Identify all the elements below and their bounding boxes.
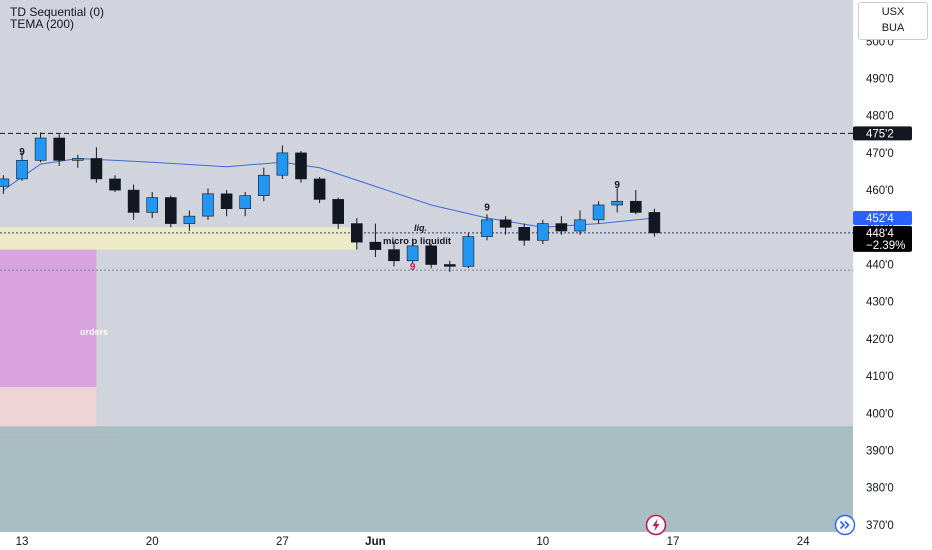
micro-liquidity-label: micro p liquidit [383, 236, 452, 247]
currency-unit-selector[interactable]: USX BUA [858, 2, 928, 40]
tema-price-badge [853, 211, 912, 225]
y-tick-label: 460'0 [866, 185, 894, 197]
candle-body[interactable] [518, 227, 531, 241]
candle-body[interactable] [499, 219, 512, 228]
candle-body[interactable] [165, 197, 177, 224]
candle-body[interactable] [369, 241, 382, 250]
candle-body[interactable] [313, 178, 326, 200]
candle-body[interactable] [555, 223, 568, 232]
last-price-badge-text: 448'4 [866, 228, 894, 240]
candle-body[interactable] [34, 137, 47, 161]
x-tick-label: Jun [365, 536, 385, 548]
y-tick-label: 430'0 [866, 297, 894, 309]
y-tick-label: 410'0 [866, 371, 894, 383]
candle-body[interactable] [183, 215, 196, 224]
micro-zone [0, 227, 357, 250]
resistance-price-badge-text: 475'2 [866, 128, 894, 140]
td-count-label: 9 [19, 147, 25, 158]
candle-body[interactable] [462, 236, 475, 267]
y-tick-label: 440'0 [866, 260, 894, 272]
candle-body[interactable] [202, 193, 214, 217]
candle-body[interactable] [388, 249, 400, 262]
y-tick-label: 400'0 [866, 408, 894, 420]
candle-body[interactable] [481, 219, 493, 237]
x-tick-label: 27 [276, 536, 289, 548]
y-tick-label: 420'0 [866, 334, 894, 346]
y-tick-label: 380'0 [866, 483, 894, 495]
td-count-label: 9 [614, 180, 620, 191]
indicator-tema[interactable]: TEMA (200) [10, 17, 75, 31]
candle-body[interactable] [406, 245, 419, 262]
last-price-badge-text: −2.39% [866, 240, 905, 252]
candle-body[interactable] [109, 178, 121, 191]
candle-body[interactable] [611, 200, 624, 206]
candle-body[interactable] [239, 195, 251, 209]
td-count-label: 9 [484, 203, 490, 214]
x-tick-label: 13 [16, 536, 29, 548]
candle-body[interactable] [574, 219, 586, 232]
x-tick-label: 20 [146, 536, 159, 548]
demand-zone-light [0, 387, 97, 432]
candle-body[interactable] [425, 245, 438, 265]
orders-zone [0, 249, 97, 388]
candle-body[interactable] [146, 197, 158, 213]
candle-body[interactable] [648, 212, 661, 234]
candle-body[interactable] [629, 200, 642, 213]
tema-price-badge-text: 452'4 [866, 213, 894, 225]
liq-label: liq. [414, 223, 427, 233]
y-tick-label: 390'0 [866, 446, 894, 458]
currency-line-2: BUA [881, 22, 905, 34]
y-tick-label: 490'0 [866, 74, 894, 86]
candle-body[interactable] [72, 158, 84, 161]
x-tick-label: 17 [667, 536, 680, 548]
candle-body[interactable] [536, 223, 549, 241]
candle-body[interactable] [295, 152, 307, 180]
candle-body[interactable] [350, 223, 363, 243]
candle-body[interactable] [127, 189, 140, 213]
candle-body[interactable] [90, 158, 103, 180]
lower-zone [0, 426, 853, 532]
orders-zone-label: orders [80, 327, 108, 337]
indicator-td-sequential[interactable]: TD Sequential (0) [10, 5, 105, 19]
candle-body[interactable] [16, 160, 28, 180]
time-axis[interactable] [0, 532, 853, 550]
flash-icon[interactable] [644, 513, 668, 537]
x-tick-label: 10 [536, 536, 549, 548]
currency-line-1: USX [881, 6, 905, 18]
candle-body[interactable] [220, 193, 233, 210]
y-tick-label: 470'0 [866, 148, 894, 160]
candle-body[interactable] [257, 174, 270, 196]
td-count-label: 9 [410, 262, 416, 273]
candle-body[interactable] [0, 178, 10, 187]
candle-body[interactable] [53, 137, 66, 161]
candle-body[interactable] [592, 204, 605, 221]
y-tick-label: 480'0 [866, 111, 894, 123]
resistance-price-badge [853, 126, 912, 141]
price-axis[interactable] [853, 0, 932, 550]
y-tick-label: 370'0 [866, 520, 894, 532]
last-price-badge [853, 225, 912, 252]
candle-body[interactable] [443, 264, 456, 267]
double-chevron-right-icon[interactable] [834, 514, 856, 536]
x-tick-label: 24 [797, 536, 810, 548]
candle-body[interactable] [276, 152, 289, 176]
candle-body[interactable] [332, 199, 345, 224]
